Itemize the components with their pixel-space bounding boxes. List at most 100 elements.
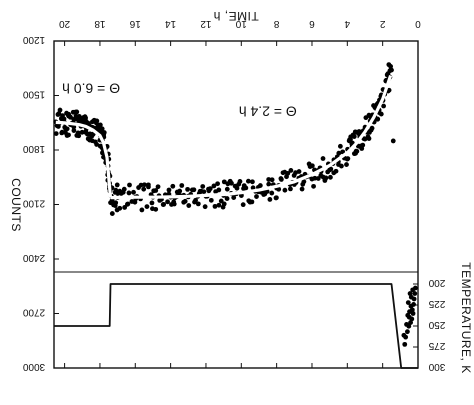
y-right-tick-label: 250 <box>428 319 445 330</box>
scatter-point <box>404 329 410 335</box>
scatter-point <box>218 198 224 204</box>
scatter-point <box>269 177 275 183</box>
scatter-point <box>160 202 166 207</box>
scatter-point <box>407 309 412 315</box>
scatter-point <box>139 207 145 213</box>
scatter-point <box>331 170 337 176</box>
x-tick-label: 14 <box>165 18 177 29</box>
y-right-tick-label: 225 <box>428 298 445 309</box>
scatter-point <box>344 162 349 167</box>
scatter-point <box>386 62 392 68</box>
scatter-point <box>384 72 390 78</box>
scatter-point <box>381 103 387 109</box>
scatter-point <box>328 174 333 180</box>
scatter-point <box>250 185 256 191</box>
scatter-point <box>288 186 293 192</box>
scatter-point <box>404 322 409 327</box>
scatter-point <box>410 311 416 316</box>
scatter-point <box>150 206 155 212</box>
x-tick-label: 2 <box>379 18 385 29</box>
scatter-point <box>126 190 132 196</box>
scatter-point <box>124 201 130 207</box>
scatter-point <box>224 196 230 201</box>
scatter-point <box>216 202 222 208</box>
y-left-tick-label: 1200 <box>22 34 45 45</box>
scatter-point <box>169 202 174 207</box>
y-right-tick-label: 275 <box>428 340 445 351</box>
y-left-tick-label: 2700 <box>22 307 45 318</box>
scatter-point <box>129 199 135 204</box>
scatter-point <box>390 138 396 144</box>
scatter-point <box>114 207 120 213</box>
annotation-theta-long: Θ = 6.0 h <box>62 81 120 97</box>
scatter-point <box>325 169 331 175</box>
scatter-point <box>284 174 289 180</box>
scatter-point <box>315 176 321 181</box>
scatter-point <box>401 332 407 338</box>
scatter-point <box>365 134 371 140</box>
scatter-point <box>141 186 147 192</box>
chart-marks <box>53 62 418 369</box>
scatter-point <box>202 204 208 210</box>
temperature-line <box>54 283 418 369</box>
scatter-point <box>236 181 242 187</box>
scatter-point <box>266 181 272 187</box>
scatter-point <box>232 183 238 189</box>
fit-curve <box>55 120 113 198</box>
scatter-point <box>127 182 132 188</box>
scatter-point <box>213 189 219 195</box>
scatter-point <box>225 181 231 187</box>
scatter-point <box>412 291 418 296</box>
scatter-point <box>195 201 201 207</box>
y-left-tick-label: 1500 <box>22 89 45 100</box>
scatter-point <box>200 184 206 189</box>
y-axis-left-title: COUNTS <box>9 178 23 232</box>
scatter-point <box>131 189 136 195</box>
scatter-point <box>165 199 170 205</box>
scatter-point <box>288 168 294 173</box>
scatter-point <box>231 195 237 200</box>
scatter-point <box>97 143 103 149</box>
x-tick-label: 16 <box>129 18 141 29</box>
scatter-point <box>387 68 393 74</box>
scatter-point <box>89 119 95 125</box>
scatter-point <box>273 195 279 201</box>
scatter-point <box>79 129 85 135</box>
scatter-point <box>71 128 77 133</box>
scatter-point <box>339 163 344 169</box>
scatter-point <box>407 291 413 296</box>
scatter-point <box>269 190 275 196</box>
scatter-point <box>189 187 195 193</box>
scatter-point <box>408 294 414 300</box>
scatter-point <box>208 197 214 203</box>
scatter-point <box>250 179 255 185</box>
scatter-point <box>215 181 220 187</box>
scatter-point <box>166 191 172 197</box>
y-left-tick-label: 3000 <box>22 361 45 372</box>
scatter-point <box>254 194 259 199</box>
scatter-point <box>186 203 192 208</box>
scatter-point <box>371 103 376 108</box>
scatter-point <box>299 186 305 192</box>
scatter-point <box>101 154 106 160</box>
x-axis-title: TIME, h <box>213 9 259 23</box>
scatter-point <box>179 183 185 188</box>
scatter-point <box>266 177 272 182</box>
x-tick-label: 6 <box>309 18 315 29</box>
scatter-point <box>312 175 318 181</box>
scatter-point <box>240 202 246 208</box>
scatter-point <box>353 150 358 156</box>
y-axis-right-title: TEMPERATURE, K <box>459 262 473 373</box>
scatter-point <box>328 166 334 172</box>
x-tick-label: 18 <box>94 18 106 29</box>
scatter-point <box>408 303 414 309</box>
scatter-point <box>166 187 172 193</box>
scatter-point <box>64 110 69 116</box>
scatter-point <box>75 130 81 136</box>
annotation-theta-short: Θ = 2.4 h <box>239 103 297 119</box>
scatter-point <box>320 174 326 180</box>
scatter-point <box>224 186 230 192</box>
scatter-point <box>112 189 118 195</box>
x-tick-label: 4 <box>344 18 350 29</box>
scatter-point <box>363 115 369 121</box>
